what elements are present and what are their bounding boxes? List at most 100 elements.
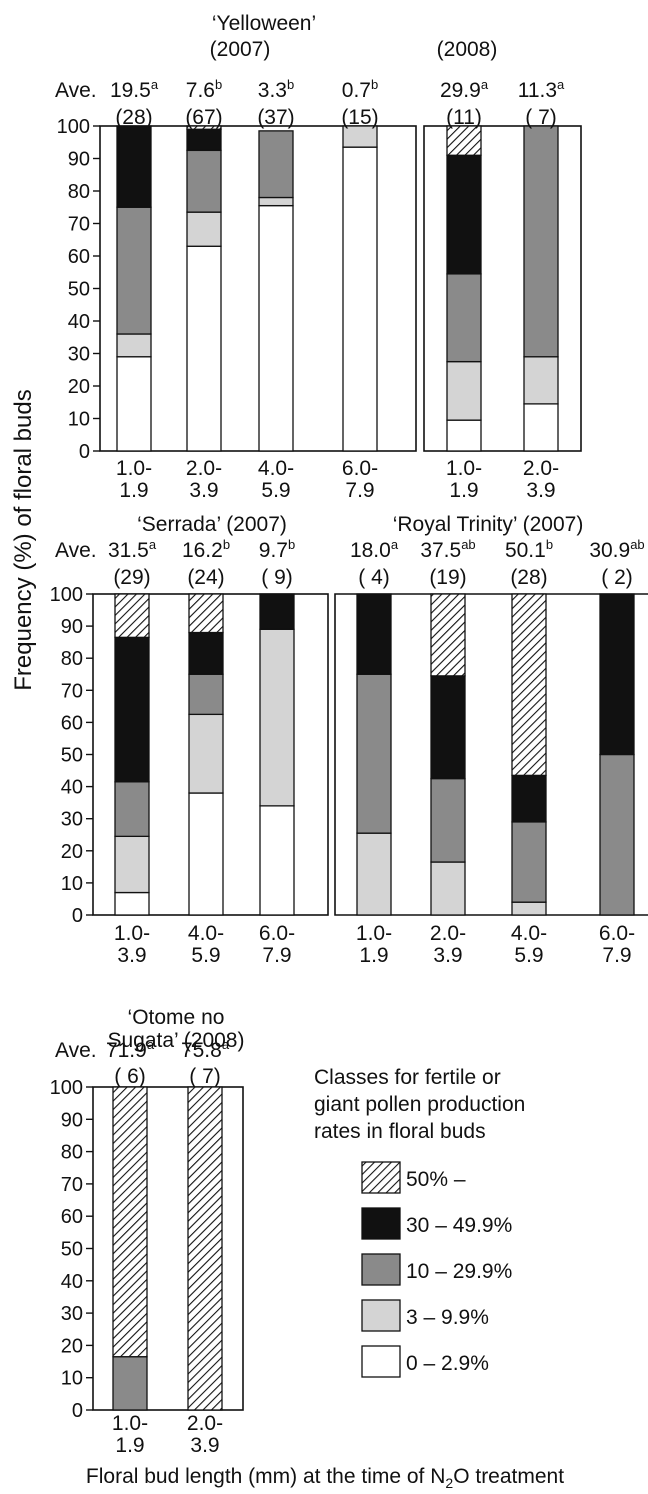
x-tick-label: 2.0- — [523, 457, 559, 480]
sample-count: ( 7) — [189, 1065, 221, 1088]
sample-count: ( 9) — [261, 566, 293, 589]
bar-segment-4 — [446, 154, 482, 275]
bar-segment-2 — [446, 360, 482, 421]
x-tick-label-line2: 3.9 — [190, 1434, 219, 1457]
legend-swatch — [361, 1161, 401, 1194]
panels: 0102030405060708090100‘Yelloween’(2007)A… — [50, 12, 648, 1457]
x-tick-label: 6.0- — [599, 922, 635, 945]
bar-segment-3 — [523, 125, 559, 358]
panel-frame — [334, 593, 648, 916]
x-tick-label-line2: 1.9 — [449, 479, 478, 502]
y-tick-label: 20 — [68, 376, 90, 398]
bar-segment-1 — [446, 419, 482, 452]
x-axis-label-tail: O treatment — [453, 1465, 564, 1488]
bar-segment-1 — [116, 356, 152, 452]
x-tick-label-line2: 5.9 — [514, 944, 543, 967]
panel-subtitle: (2007) — [210, 38, 271, 61]
sample-count: (24) — [187, 566, 224, 589]
x-tick-label: 6.0- — [259, 922, 295, 945]
bar-segment-4 — [116, 125, 152, 208]
y-tick-label: 30 — [68, 344, 90, 366]
y-tick-label: 40 — [68, 311, 90, 333]
x-tick-label-line2: 3.9 — [433, 944, 462, 967]
bar-segment-4 — [430, 675, 466, 780]
sample-count: (11) — [446, 106, 482, 129]
y-tick-label: 90 — [68, 149, 90, 171]
x-tick-label: 1.0- — [114, 922, 150, 945]
y-tick-label: 60 — [68, 246, 90, 268]
bar-segment-2 — [511, 901, 547, 916]
bar-segment-3 — [258, 130, 294, 199]
bar-segment-5 — [188, 593, 224, 634]
y-tick-label: 100 — [50, 584, 83, 606]
y-tick-label: 0 — [72, 1400, 83, 1422]
x-tick-label-line2: 7.9 — [602, 944, 631, 967]
bar-segment-1 — [523, 403, 559, 452]
x-tick-label: 2.0- — [430, 922, 466, 945]
bar-segment-5 — [446, 125, 482, 156]
ave-label: Ave. — [55, 1039, 97, 1062]
chart-panel-4: ‘Royal Trinity’ (2007)18.0a ( 4) 1.0-1.9 37… — [334, 513, 648, 967]
bar-segment-5 — [186, 125, 222, 130]
bar-segment-3 — [186, 149, 222, 213]
sample-count: (28) — [510, 566, 547, 589]
bar-segment-5 — [112, 1086, 148, 1358]
average-value: 30.9ab — [589, 537, 644, 562]
legend-label: 30 – 49.9% — [406, 1214, 512, 1237]
sample-count: (29) — [113, 566, 150, 589]
x-tick-label: 6.0- — [342, 457, 378, 480]
x-tick-label-line2: 1.9 — [115, 1434, 144, 1457]
bar-segment-3 — [599, 753, 635, 916]
bar-segment-5 — [187, 1086, 223, 1411]
legend-title-line: giant pollen production — [314, 1093, 525, 1116]
x-axis-label-main: Floral bud length (mm) at the time of N — [86, 1465, 445, 1488]
bar-segment-2 — [116, 333, 152, 358]
average-value: 7.6b — [186, 77, 222, 102]
bar-segment-2 — [356, 832, 392, 916]
y-tick-label: 80 — [61, 1142, 83, 1164]
average-value: 31.5a — [108, 537, 157, 562]
x-tick-label: 1.0- — [356, 922, 392, 945]
y-tick-label: 60 — [61, 1206, 83, 1228]
panel-title-line2: Sugata’ (2008) — [108, 1029, 245, 1052]
sample-count: ( 6) — [114, 1065, 146, 1088]
y-tick-label: 40 — [61, 1271, 83, 1293]
legend-title-line: Classes for fertile or — [314, 1066, 501, 1089]
x-tick-label-line2: 3.9 — [189, 479, 218, 502]
x-tick-label-line2: 7.9 — [345, 479, 374, 502]
y-tick-label: 70 — [68, 214, 90, 236]
y-tick-label: 70 — [61, 1174, 83, 1196]
legend-label: 10 – 29.9% — [406, 1260, 512, 1283]
average-value: 11.3a — [518, 77, 565, 102]
y-tick-label: 50 — [61, 745, 83, 767]
bar-segment-2 — [523, 356, 559, 405]
average-value: 0.7b — [342, 77, 378, 102]
sample-count: (19) — [429, 566, 466, 589]
y-tick-label: 0 — [79, 441, 90, 463]
bar-segment-4 — [114, 636, 150, 783]
bar-segment-4 — [356, 593, 392, 675]
bar-segment-3 — [356, 673, 392, 834]
sample-count: ( 2) — [601, 566, 633, 589]
average-value: 75.8a — [181, 1037, 230, 1062]
bar-segment-3 — [446, 273, 482, 363]
bar-segment-4 — [599, 593, 635, 756]
y-tick-label: 90 — [61, 616, 83, 638]
bar-segment-1 — [258, 204, 294, 452]
average-value: 29.9a — [440, 77, 489, 102]
y-tick-label: 10 — [61, 1368, 83, 1390]
bar-segment-2 — [114, 835, 150, 894]
bar-segment-3 — [188, 673, 224, 716]
legend-label: 0 – 2.9% — [406, 1352, 489, 1375]
bar-segment-2 — [342, 125, 378, 148]
legend-swatch — [361, 1345, 401, 1378]
legend-swatch — [361, 1299, 401, 1332]
bar-segment-4 — [511, 774, 547, 823]
x-tick-label: 2.0- — [186, 457, 222, 480]
bar-segment-3 — [511, 821, 547, 903]
bar-segment-5 — [430, 593, 466, 677]
panel-title: ‘Serrada’ (2007) — [137, 513, 287, 536]
x-tick-label-line2: 5.9 — [261, 479, 290, 502]
y-tick-label: 40 — [61, 777, 83, 799]
